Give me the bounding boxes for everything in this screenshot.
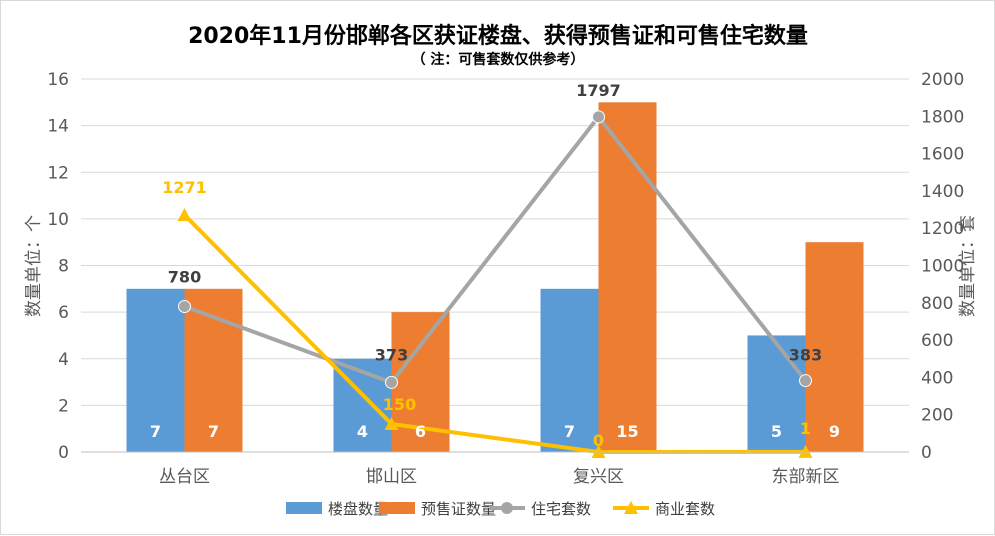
bar-listing-count	[540, 288, 599, 452]
bar-listing-count	[126, 288, 185, 452]
y-right-tick-label: 2000	[921, 70, 964, 90]
x-category-label: 丛台区	[159, 467, 210, 487]
y-right-tick-label: 1600	[921, 145, 964, 165]
legend: 楼盘数量 预售证数量 住宅套数 商业套数	[286, 500, 715, 518]
residential-data-label: 780	[168, 268, 201, 287]
chart-title: 2020年11月份邯郸各区获证楼盘、获得预售证和可售住宅数量	[188, 23, 808, 49]
commercial-point	[798, 444, 813, 458]
axis-layer: 0246810121416020040060080010001200140016…	[47, 70, 964, 487]
y-axis-right-title: 数量单位：套	[958, 215, 978, 317]
y-left-tick-label: 12	[47, 163, 69, 183]
x-category-label: 复兴区	[573, 467, 624, 487]
bar-data-label: 15	[616, 422, 638, 441]
chart-subtitle: （ 注：可售套数仅供参考）	[412, 51, 585, 68]
y-left-tick-label: 6	[58, 303, 69, 323]
bar-data-label: 6	[415, 422, 426, 441]
legend-swatch	[379, 502, 415, 514]
y-right-tick-label: 1800	[921, 107, 964, 127]
y-right-tick-label: 1400	[921, 182, 964, 202]
commercial-data-label: 150	[383, 395, 416, 414]
commercial-data-label: 0	[593, 431, 604, 450]
legend-label: 楼盘数量	[328, 500, 388, 518]
y-right-tick-label: 400	[921, 368, 953, 388]
bar-data-label: 7	[208, 422, 219, 441]
commercial-point	[384, 417, 399, 431]
residential-data-label: 373	[375, 345, 408, 364]
y-axis-left-title: 数量单位：个	[24, 215, 44, 317]
x-category-label: 邯山区	[366, 467, 417, 487]
legend-label: 住宅套数	[531, 500, 591, 518]
bar-presale-count	[805, 242, 864, 452]
line-layer	[177, 110, 813, 458]
commercial-data-label: 1271	[162, 178, 207, 197]
y-left-tick-label: 4	[58, 350, 69, 370]
residential-point	[178, 300, 191, 314]
y-left-tick-label: 14	[47, 117, 69, 137]
legend-label: 预售证数量	[421, 500, 496, 518]
x-category-label: 东部新区	[772, 467, 840, 487]
residential-line	[183, 114, 808, 385]
bar-layer	[126, 102, 864, 452]
bar-data-label: 5	[771, 422, 782, 441]
residential-data-label: 1797	[576, 81, 621, 100]
data-label-layer: 7 4 7 5 7 6 15 9 780 373 1797 383 1271 150 0 1	[150, 81, 840, 450]
y-right-tick-label: 800	[921, 294, 953, 314]
y-right-tick-label: 1000	[921, 257, 964, 277]
bar-data-label: 9	[829, 422, 840, 441]
bar-presale-count	[598, 102, 657, 452]
bar-data-label: 7	[564, 422, 575, 441]
commercial-point	[177, 207, 192, 221]
commercial-data-label: 1	[800, 419, 811, 438]
y-right-tick-label: 1200	[921, 219, 964, 239]
residential-point	[799, 374, 812, 388]
y-left-tick-label: 0	[58, 443, 69, 463]
y-right-tick-label: 0	[921, 443, 932, 463]
y-left-tick-label: 2	[58, 396, 69, 416]
legend-swatch	[286, 502, 322, 514]
y-left-tick-label: 8	[58, 257, 69, 277]
residential-point	[592, 110, 605, 124]
y-left-tick-label: 16	[47, 70, 69, 90]
y-right-tick-label: 200	[921, 406, 953, 426]
bar-data-label: 7	[150, 422, 161, 441]
legend-marker	[624, 501, 638, 514]
legend-marker	[501, 502, 513, 514]
residential-point	[385, 375, 398, 389]
y-right-tick-label: 600	[921, 331, 953, 351]
bar-listing-count	[747, 335, 806, 452]
legend-label: 商业套数	[655, 500, 715, 518]
y-left-tick-label: 10	[47, 210, 69, 230]
residential-data-label: 383	[789, 346, 822, 365]
bar-data-label: 4	[357, 422, 368, 441]
